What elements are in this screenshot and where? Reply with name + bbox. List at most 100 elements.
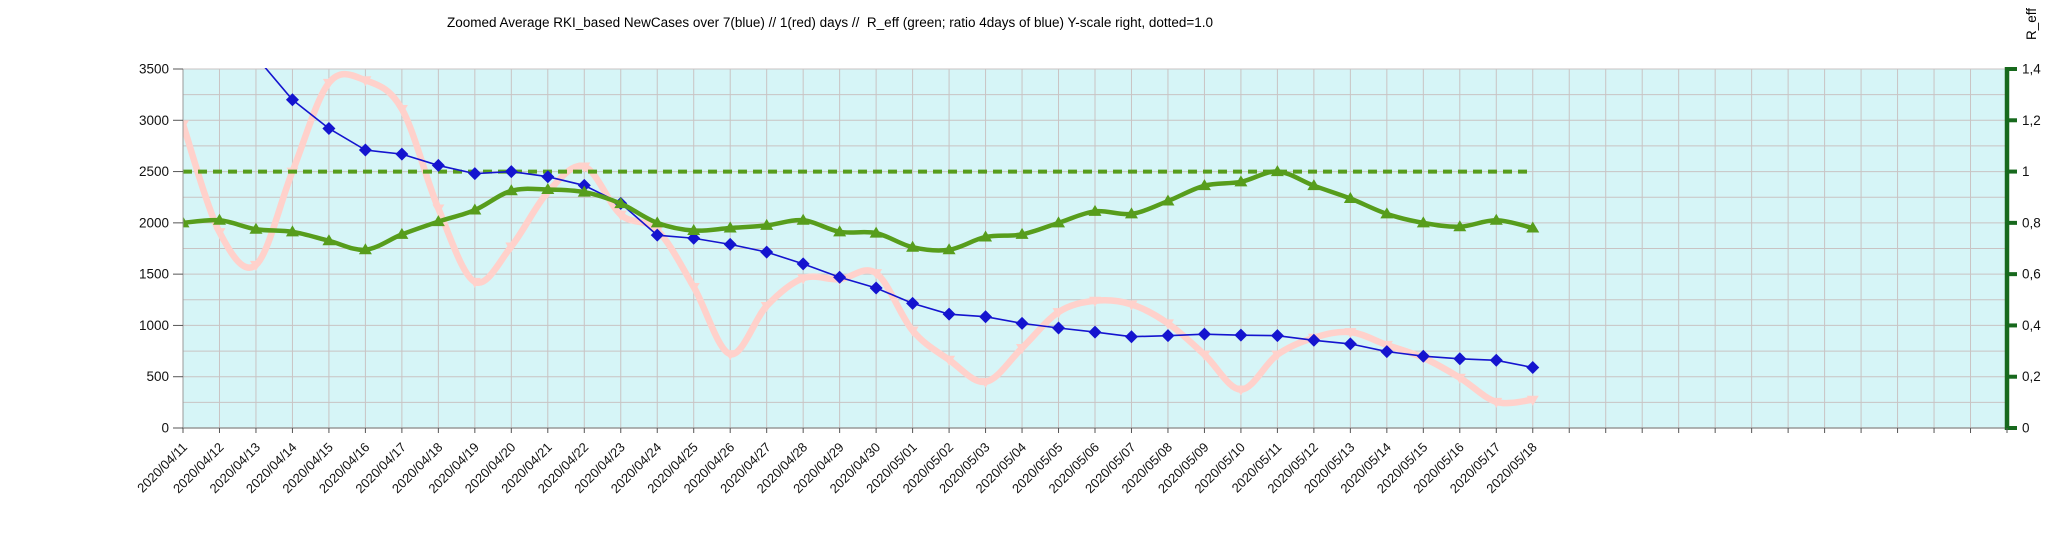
daily-red-marker xyxy=(614,210,627,221)
reff-green-marker xyxy=(1380,207,1394,219)
daily-red-marker xyxy=(578,162,591,173)
y-right-tick-label: 0,6 xyxy=(2022,267,2041,282)
daily-red-marker xyxy=(1125,300,1138,311)
daily-red-marker xyxy=(687,282,700,293)
daily-red-marker xyxy=(505,242,518,253)
reff-green-marker xyxy=(1124,207,1138,219)
reff-green-marker xyxy=(541,183,555,195)
y-right-tick-label: 0 xyxy=(2022,421,2030,436)
reff-green-marker xyxy=(650,216,664,228)
series-avg7-blue-line xyxy=(264,68,1533,369)
avg7-blue-marker xyxy=(833,270,847,284)
reff-green-marker xyxy=(395,227,409,239)
reff-green-marker xyxy=(285,225,299,237)
avg7-blue-marker xyxy=(322,121,336,135)
daily-red-marker xyxy=(943,355,956,366)
avg7-blue-marker xyxy=(869,281,883,295)
daily-red-marker xyxy=(724,350,737,361)
reff-green-marker xyxy=(1526,221,1540,233)
avg7-blue-marker xyxy=(1234,328,1248,342)
y-right-tick-label: 1 xyxy=(2022,164,2030,179)
avg7-blue-marker xyxy=(1380,345,1394,359)
daily-red-marker xyxy=(760,301,773,312)
daily-red-marker xyxy=(213,228,226,239)
daily-red-marker xyxy=(1344,328,1357,339)
reff-green-marker xyxy=(1307,179,1321,191)
right-axis-title: R_eff xyxy=(2024,7,2039,41)
y-left-tick-label: 2000 xyxy=(139,215,169,230)
daily-red-marker xyxy=(322,78,335,89)
avg7-blue-marker xyxy=(504,165,518,179)
avg7-blue-marker xyxy=(285,93,299,107)
reff-green-marker xyxy=(833,225,847,237)
daily-red-marker xyxy=(359,76,372,87)
reff-green-marker xyxy=(796,213,810,225)
daily-red-marker xyxy=(979,377,992,388)
reff-green-marker xyxy=(322,234,336,246)
daily-red-marker xyxy=(183,120,189,131)
avg7-blue-marker xyxy=(760,245,774,259)
reff-green-marker xyxy=(1416,216,1430,228)
reff-green-marker xyxy=(1088,204,1102,216)
y-right-tick-label: 1,2 xyxy=(2022,113,2041,128)
daily-red-marker xyxy=(1161,319,1174,330)
daily-red-marker xyxy=(870,269,883,280)
daily-red-marker xyxy=(1490,397,1503,408)
avg7-blue-marker xyxy=(249,50,262,63)
chart-title: Zoomed Average RKI_based NewCases over 7… xyxy=(446,15,1214,30)
reff-green-marker xyxy=(979,230,993,242)
daily-red-marker xyxy=(395,105,408,116)
series-daily-red-line xyxy=(183,70,1537,407)
reff-green-marker xyxy=(760,218,774,230)
daily-red-marker xyxy=(468,277,481,288)
avg7-blue-marker xyxy=(541,170,555,184)
daily-red-marker xyxy=(797,274,810,285)
avg7-blue-marker xyxy=(1088,325,1102,339)
y-left-tick-label: 500 xyxy=(146,369,169,384)
daily-red-marker xyxy=(249,260,262,271)
avg7-blue-marker xyxy=(1489,353,1503,367)
reff-green-marker xyxy=(504,184,518,196)
daily-red-marker xyxy=(1526,395,1539,406)
reff-green-marker xyxy=(249,222,263,234)
avg7-blue-marker xyxy=(431,158,445,172)
avg7-blue-marker xyxy=(213,11,226,24)
reff-green-marker xyxy=(212,213,226,225)
reff-green-marker xyxy=(687,224,701,236)
avg7-blue-marker xyxy=(1526,360,1540,374)
series-avg7-blue xyxy=(213,11,1540,374)
y-right-tick-label: 1,4 xyxy=(2022,62,2041,77)
avg7-blue-marker xyxy=(577,178,591,192)
reff-green-marker xyxy=(906,240,920,252)
daily-red-marker xyxy=(1052,308,1065,319)
reff-green-marker xyxy=(869,226,883,238)
reff-green-marker xyxy=(468,203,482,215)
avg7-blue-marker xyxy=(1307,333,1321,347)
avg7-blue-marker xyxy=(796,257,810,271)
reff-green-marker xyxy=(431,215,445,227)
avg7-blue-marker xyxy=(979,310,993,324)
y-right-tick-label: 0,2 xyxy=(2022,369,2041,384)
reff-green-marker xyxy=(1343,191,1357,203)
y-left-tick-label: 2500 xyxy=(139,164,169,179)
y-left-tick-label: 1000 xyxy=(139,318,169,333)
avg7-blue-marker xyxy=(395,147,409,161)
reff-green-marker xyxy=(1489,213,1503,225)
y-left-tick-label: 0 xyxy=(161,421,169,436)
avg7-blue-marker xyxy=(1416,349,1430,363)
reff-green-marker xyxy=(358,243,372,255)
avg7-blue-marker xyxy=(723,237,737,251)
avg7-blue-marker xyxy=(650,228,664,242)
daily-red-marker xyxy=(1234,385,1247,396)
avg7-blue-marker xyxy=(1015,316,1029,330)
reff-green-marker xyxy=(1453,220,1467,232)
y-right-tick-label: 0,4 xyxy=(2022,318,2041,333)
y-left-tick-label: 3500 xyxy=(139,62,169,77)
reff-green-marker xyxy=(1270,165,1284,177)
reff-green-marker xyxy=(1197,179,1211,191)
reff-green-marker xyxy=(942,243,956,255)
daily-red-marker xyxy=(1453,373,1466,384)
reff-green-marker xyxy=(723,221,737,233)
avg7-blue-marker xyxy=(906,296,920,310)
